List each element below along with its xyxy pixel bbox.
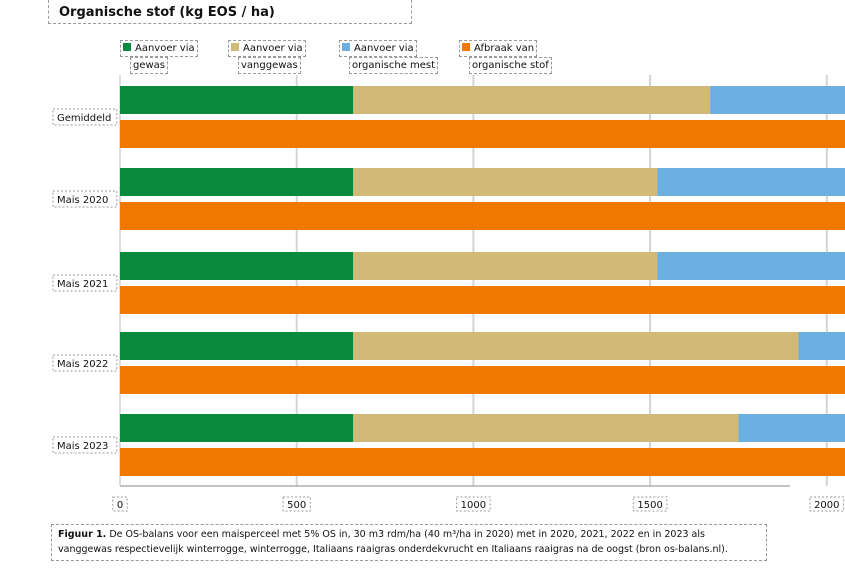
legend-label-line2: organische mest [349, 57, 439, 74]
stacked-bar-chart: 0500100015002000250030003500GemiddeldMai… [52, 75, 845, 512]
tick-label: 0 [117, 500, 123, 511]
tick-label-box [809, 496, 845, 512]
tick-label: 1000 [461, 500, 486, 511]
legend-label-line2: gewas [130, 57, 169, 74]
legend-item-organische-mest: Aanvoer via organische mest [339, 40, 439, 74]
legend-item-gewas: Aanvoer via gewas [120, 40, 198, 74]
bar-breakdown [120, 286, 845, 314]
bar-segment [353, 168, 658, 196]
legend-item-afbraak: Afbraak van organische stof [459, 40, 552, 74]
bar-breakdown [120, 366, 845, 394]
bar-segment [353, 86, 711, 114]
bar-breakdown [120, 202, 845, 230]
legend-label-line1: Aanvoer via [243, 43, 303, 54]
caption-label: Figuur 1. [58, 529, 107, 540]
bar-segment [120, 252, 354, 280]
figure-caption: Figuur 1. De OS-balans voor een maisperc… [51, 524, 767, 561]
category-label: Mais 2022 [57, 359, 108, 370]
category-label-box [52, 108, 118, 126]
bar-segment [657, 252, 845, 280]
caption-text: De OS-balans voor een maisperceel met 5%… [58, 529, 728, 555]
category-label-box [52, 436, 118, 454]
bar-segment [120, 168, 354, 196]
bar-segment [657, 168, 845, 196]
bar-segment [353, 414, 739, 442]
category-label: Gemiddeld [57, 113, 111, 124]
bar-breakdown [120, 448, 845, 476]
legend-swatch-organische-mest [342, 43, 350, 51]
tick-label: 500 [287, 500, 306, 511]
legend-swatch-afbraak [462, 43, 470, 51]
legend-label-line2: vanggewas [238, 57, 301, 74]
category-label-box [52, 190, 118, 208]
legend-label-line1: Afbraak van [474, 43, 535, 54]
legend-item-vanggewas: Aanvoer via vanggewas [228, 40, 306, 74]
category-label-box [52, 354, 118, 372]
bar-segment [120, 414, 354, 442]
legend-label-line2: organische stof [469, 57, 552, 74]
chart-title: Organische stof (kg EOS / ha) [48, 0, 412, 24]
tick-label-box [282, 496, 311, 512]
legend-swatch-vanggewas [231, 43, 239, 51]
legend-label-line1: Aanvoer via [354, 43, 414, 54]
tick-label-box [632, 496, 668, 512]
legend-label-line1: Aanvoer via [135, 43, 195, 54]
tick-label: 2000 [814, 500, 839, 511]
bar-segment [120, 86, 354, 114]
tick-label-box [456, 496, 491, 512]
bar-segment [120, 332, 354, 360]
tick-label: 1500 [637, 500, 662, 511]
category-label: Mais 2020 [57, 195, 108, 206]
bar-segment [353, 332, 799, 360]
bar-segment [710, 86, 845, 114]
bar-segment [798, 332, 845, 360]
bar-segment [738, 414, 845, 442]
category-label: Mais 2023 [57, 441, 108, 452]
legend-swatch-gewas [123, 43, 131, 51]
bar-breakdown [120, 120, 845, 148]
bar-segment [353, 252, 658, 280]
category-label-box [52, 274, 118, 292]
category-label: Mais 2021 [57, 279, 108, 290]
tick-label-box [112, 496, 128, 512]
